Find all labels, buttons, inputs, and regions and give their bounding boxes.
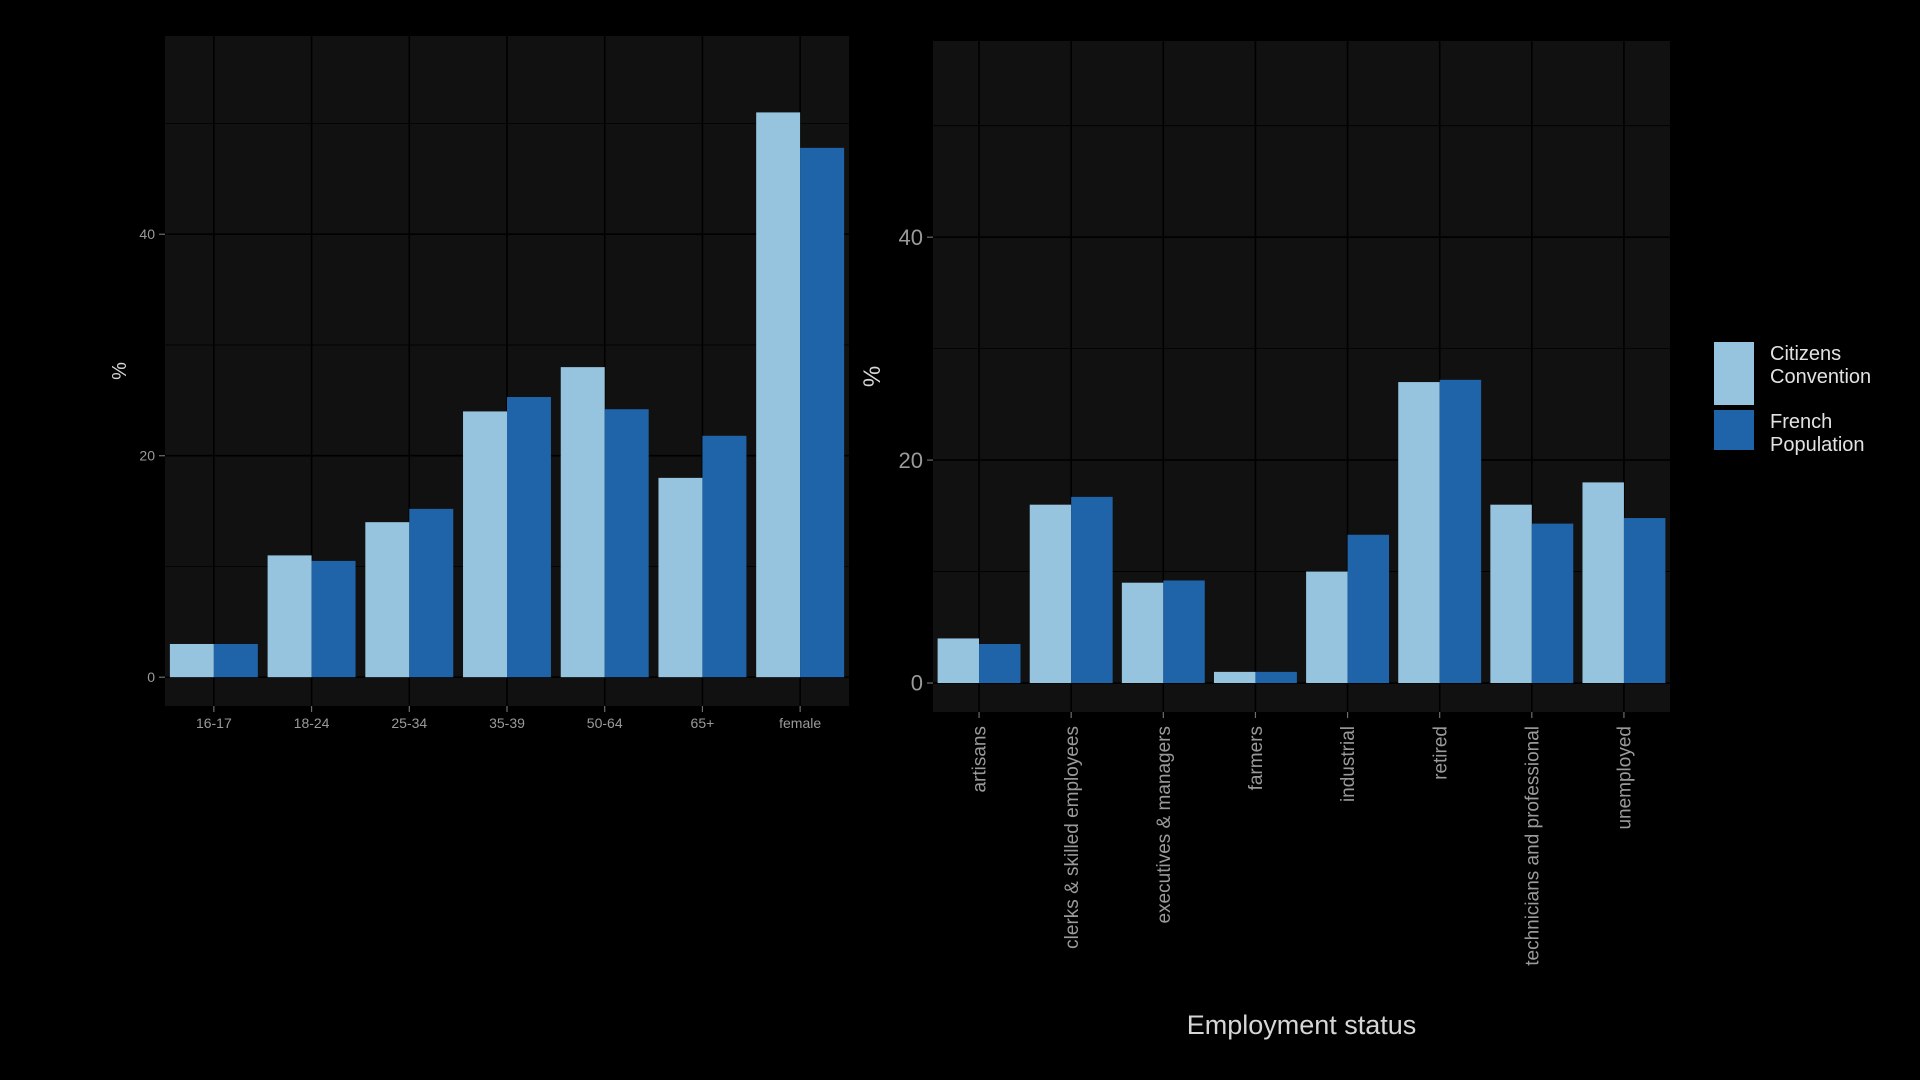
bar-french-artisans — [979, 644, 1021, 684]
bar-french-farmers — [1255, 671, 1297, 684]
x-tick-label: executives & managers — [1154, 726, 1175, 924]
bar-citizens-artisans — [937, 638, 980, 684]
y-tick-label: 20 — [139, 448, 155, 464]
bar-citizens-18-24 — [267, 555, 312, 678]
bar-citizens-farmers — [1213, 671, 1256, 684]
bar-citizens-25-34 — [365, 522, 410, 678]
bar-french-executives-managers — [1163, 580, 1205, 684]
x-tick-label: artisans — [970, 726, 991, 793]
bar-citizens-clerks-skilled-employees — [1029, 504, 1072, 684]
x-tick-label: 18-24 — [294, 715, 330, 731]
bar-citizens-technicians-and-professional — [1490, 504, 1532, 684]
bar-french-industrial — [1347, 534, 1390, 684]
x-tick-label: retired — [1430, 726, 1451, 780]
x-tick-label: 65+ — [691, 715, 715, 731]
bar-citizens-industrial — [1306, 571, 1348, 684]
chart-age-gender: 0 20 40 16-17 18-24 25-34 35-39 50-64 65+ female% — [109, 36, 849, 731]
bar-french-50-64 — [604, 409, 649, 678]
bar-citizens-16-17 — [169, 643, 214, 678]
legend-label-citizens: Citizens — [1770, 343, 1841, 365]
bar-citizens-female — [756, 112, 801, 678]
bar-french-65- — [702, 435, 747, 678]
bar-french-35-39 — [507, 397, 551, 678]
x-tick-label: clerks & skilled employees — [1062, 726, 1083, 949]
x-tick-label: 16-17 — [196, 715, 232, 731]
x-tick-label: 50-64 — [587, 715, 623, 731]
x-tick-label: industrial — [1338, 726, 1359, 802]
y-tick-label: 40 — [139, 226, 155, 242]
bar-citizens-unemployed — [1582, 482, 1624, 684]
x-tick-label: 25-34 — [391, 715, 427, 731]
bar-french-female — [800, 147, 845, 678]
y-tick-label: 0 — [147, 669, 155, 685]
x-tick-label: technicians and professional — [1522, 726, 1543, 966]
bar-citizens-35-39 — [463, 411, 507, 678]
legend-label-citizens: Convention — [1770, 366, 1871, 388]
chart-employment-status: 0 20 40 artisans clerks & skilled employees e… — [859, 41, 1670, 1040]
x-tick-label: 35-39 — [489, 715, 525, 731]
y-tick-label: 0 — [911, 671, 923, 696]
y-tick-label: 20 — [899, 448, 923, 473]
x-tick-label: unemployed — [1615, 726, 1636, 830]
bar-french-16-17 — [213, 643, 258, 678]
y-tick-label: 40 — [899, 225, 923, 250]
bar-french-clerks-skilled-employees — [1071, 496, 1113, 684]
x-tick-label: female — [779, 715, 821, 731]
legend-swatch-french — [1714, 410, 1754, 450]
bar-french-unemployed — [1623, 518, 1666, 684]
legend-swatch-citizens — [1714, 342, 1754, 405]
bar-french-technicians-and-professional — [1531, 523, 1574, 684]
bar-french-retired — [1439, 379, 1482, 684]
x-tick-label: farmers — [1246, 726, 1267, 790]
y-axis-label: % — [859, 366, 886, 387]
bar-citizens-65- — [658, 477, 703, 678]
legend-label-french: French — [1770, 411, 1832, 433]
bar-citizens-retired — [1398, 382, 1440, 684]
x-axis-label: Employment status — [1187, 1010, 1417, 1040]
bar-french-25-34 — [409, 508, 454, 678]
y-axis-label: % — [109, 362, 131, 380]
bar-citizens-50-64 — [560, 367, 605, 678]
legend-label-french: Population — [1770, 434, 1865, 456]
bar-french-18-24 — [311, 560, 356, 678]
bar-citizens-executives-managers — [1121, 582, 1164, 684]
